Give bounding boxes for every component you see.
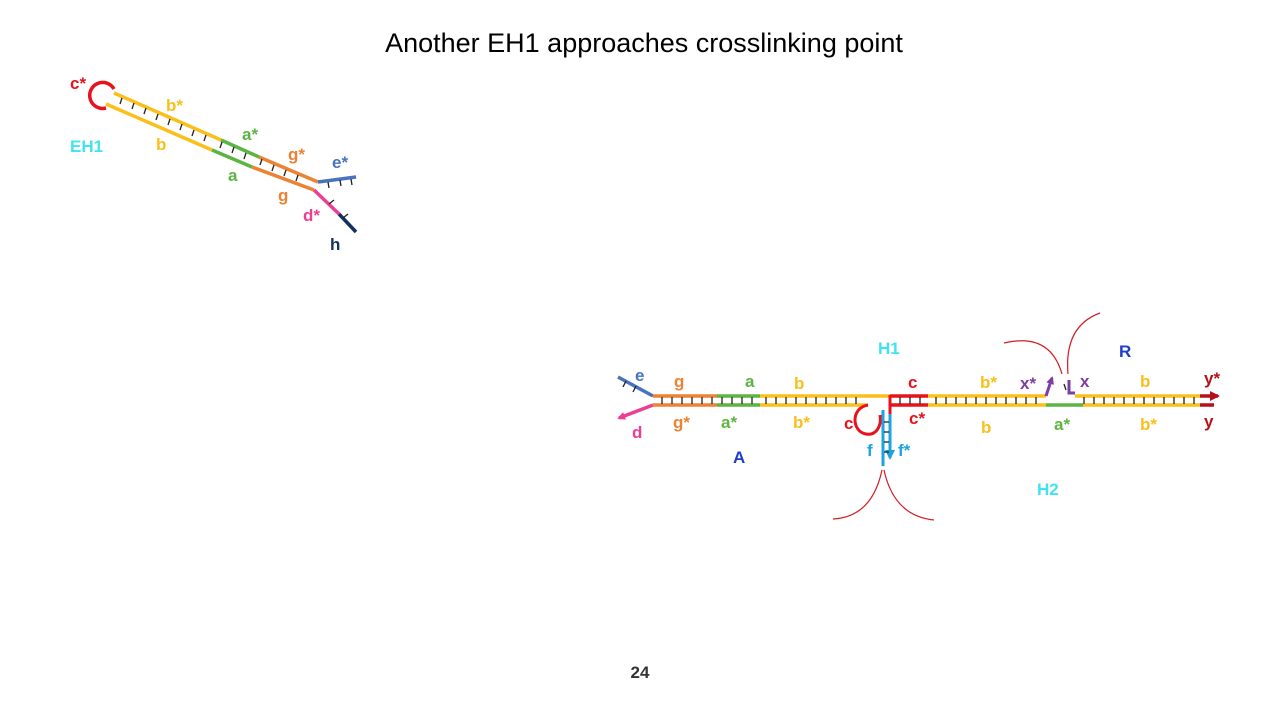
complex-b-star-right-label: b* — [1140, 415, 1157, 434]
eh1-b-label: b — [156, 135, 166, 154]
eh1-a-star-label: a* — [242, 125, 258, 144]
eh1-base-pair-ticks — [119, 97, 299, 182]
complex-x-star-label: x* — [1020, 374, 1036, 393]
eh1-c-star-loop — [87, 80, 116, 111]
eh1-b-star-label: b* — [166, 96, 183, 115]
complex-y-star-label: y* — [1204, 369, 1220, 388]
complex-g-star-label: g* — [673, 413, 690, 432]
complex-a-region-ticks — [661, 397, 857, 404]
complex-b-star-label: b* — [793, 413, 810, 432]
complex-y-label: y — [1204, 412, 1214, 431]
eh1-a-strand — [211, 148, 253, 169]
complex-x-star-strand — [1044, 376, 1054, 397]
h2-arc-left — [832, 469, 883, 520]
slide-number: 24 — [630, 663, 650, 682]
complex-c-loop-label: c — [844, 414, 853, 433]
assembled-complex: H1 R H2 A e g a b c b* x* x b y* d g* a*… — [617, 312, 1220, 521]
complex-b-top-right-label: b — [1140, 372, 1150, 391]
complex-x-label: x — [1080, 372, 1090, 391]
eh1-b-star-strand — [113, 91, 222, 142]
complex-h1-label: H1 — [878, 339, 900, 358]
crosslink-arc-right — [1067, 312, 1101, 375]
complex-c-star-label: c* — [909, 409, 925, 428]
crosslink-arc-left — [1003, 340, 1063, 375]
complex-a-star-label: a* — [721, 413, 737, 432]
complex-b-star-top-label: b* — [980, 373, 997, 392]
eh1-d-star-label: d* — [303, 206, 320, 225]
complex-b-label: b — [794, 374, 804, 393]
complex-h2-label: H2 — [1037, 480, 1059, 499]
complex-b-bottom-label: b — [981, 418, 991, 437]
complex-c-label: c — [908, 373, 917, 392]
eh1-a-label: a — [228, 166, 238, 185]
complex-r-label: R — [1119, 342, 1131, 361]
eh1-hairpin: c* b* EH1 b a* a g* g e* d* h — [70, 74, 358, 254]
complex-f-label: f — [867, 441, 873, 460]
eh1-g-strand — [251, 165, 315, 192]
complex-c-loop — [853, 403, 882, 436]
complex-d-strand — [617, 403, 654, 420]
h2-arc-right — [883, 469, 935, 521]
complex-x-strand — [1067, 380, 1075, 395]
slide-title: Another EH1 approaches crosslinking poin… — [385, 28, 903, 58]
complex-g-label: g — [674, 372, 684, 391]
complex-a-star-right-label: a* — [1054, 415, 1070, 434]
complex-a-label: a — [745, 372, 755, 391]
eh1-a-star-strand — [220, 138, 260, 159]
complex-e-label: e — [635, 366, 644, 385]
eh1-h-strand — [337, 212, 358, 234]
eh1-h-label: h — [330, 235, 340, 254]
eh1-g-label: g — [278, 186, 288, 205]
complex-a-region-label: A — [733, 448, 745, 467]
complex-d-label: d — [632, 423, 642, 442]
complex-f-star-label: f* — [898, 441, 911, 460]
eh1-e-star-label: e* — [332, 153, 348, 172]
eh1-name-label: EH1 — [70, 137, 103, 156]
complex-h1-region-ticks — [935, 397, 1037, 404]
eh1-d-star-strand — [312, 188, 341, 216]
eh1-g-star-label: g* — [288, 145, 305, 164]
eh1-c-star-label: c* — [70, 74, 86, 93]
eh1-g-star-strand — [258, 155, 319, 184]
eh1-b-strand — [105, 102, 213, 152]
complex-r-region-ticks — [1083, 397, 1195, 404]
eh1-e-star-strand — [317, 175, 357, 184]
